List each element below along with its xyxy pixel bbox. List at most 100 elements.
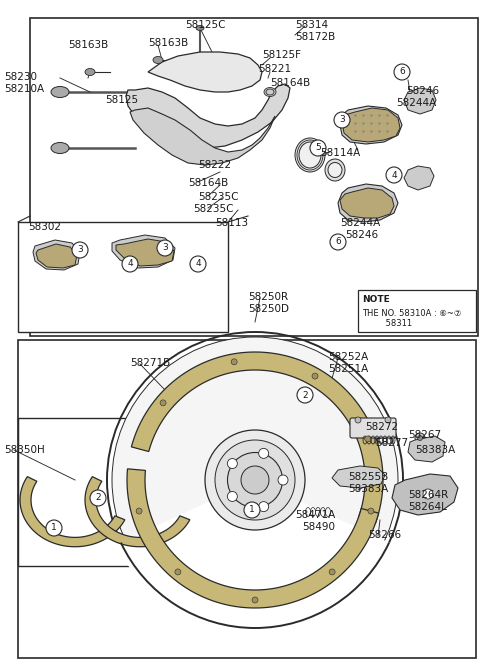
Circle shape: [122, 256, 138, 272]
Circle shape: [368, 508, 374, 514]
Text: 58251A: 58251A: [328, 364, 368, 374]
Bar: [358, 290, 476, 332]
Polygon shape: [132, 352, 383, 523]
Polygon shape: [33, 240, 80, 270]
Text: 58471A: 58471A: [295, 510, 335, 520]
Text: 1: 1: [249, 505, 255, 515]
Circle shape: [365, 436, 371, 442]
Circle shape: [415, 433, 425, 443]
Ellipse shape: [228, 452, 283, 507]
Text: 58163B: 58163B: [148, 38, 188, 48]
Ellipse shape: [205, 430, 305, 530]
Text: 3: 3: [339, 116, 345, 124]
Text: 58125F: 58125F: [262, 50, 301, 60]
Circle shape: [329, 569, 335, 575]
Circle shape: [231, 359, 237, 365]
Ellipse shape: [264, 87, 276, 97]
Circle shape: [312, 373, 318, 379]
Polygon shape: [20, 476, 125, 547]
Polygon shape: [392, 474, 458, 515]
Circle shape: [297, 387, 313, 403]
Ellipse shape: [328, 163, 342, 177]
Text: 58311: 58311: [362, 319, 412, 329]
Text: 58164B: 58164B: [270, 78, 310, 88]
Circle shape: [334, 112, 350, 128]
Ellipse shape: [295, 138, 325, 172]
Text: 58314: 58314: [295, 20, 328, 30]
Polygon shape: [126, 84, 290, 148]
Polygon shape: [340, 106, 402, 144]
Text: 58277: 58277: [375, 438, 408, 448]
Ellipse shape: [266, 89, 274, 95]
Text: 58163B: 58163B: [68, 40, 108, 50]
Circle shape: [386, 167, 402, 183]
Text: 58266: 58266: [368, 530, 401, 540]
Circle shape: [310, 140, 326, 156]
Text: 1: 1: [51, 523, 57, 532]
Text: 3: 3: [77, 245, 83, 255]
Text: 6: 6: [335, 237, 341, 247]
Text: 58221: 58221: [258, 64, 291, 74]
Text: 58246: 58246: [406, 86, 439, 96]
Text: 58125C: 58125C: [185, 20, 226, 30]
Ellipse shape: [325, 159, 345, 181]
Polygon shape: [112, 235, 175, 268]
Circle shape: [228, 491, 237, 501]
Text: 58252A: 58252A: [328, 352, 368, 362]
FancyBboxPatch shape: [350, 418, 396, 438]
Wedge shape: [116, 480, 394, 633]
Text: 58383A: 58383A: [415, 445, 455, 455]
Text: 58383A: 58383A: [348, 484, 388, 494]
Circle shape: [228, 458, 237, 468]
Text: 58210A: 58210A: [4, 84, 44, 94]
Text: 58172B: 58172B: [295, 32, 335, 42]
Text: 58264R: 58264R: [408, 490, 448, 500]
Polygon shape: [148, 52, 262, 92]
Circle shape: [136, 508, 142, 514]
Circle shape: [330, 234, 346, 250]
Text: 58264L: 58264L: [408, 502, 447, 512]
Circle shape: [418, 435, 422, 441]
Ellipse shape: [51, 142, 69, 153]
Circle shape: [157, 240, 173, 256]
Text: 58230: 58230: [4, 72, 37, 82]
Polygon shape: [340, 188, 394, 218]
Polygon shape: [116, 239, 174, 266]
Text: 4: 4: [127, 259, 133, 269]
Circle shape: [190, 256, 206, 272]
Polygon shape: [332, 466, 385, 488]
Circle shape: [394, 64, 410, 80]
Polygon shape: [404, 88, 436, 114]
Polygon shape: [408, 436, 445, 462]
Ellipse shape: [51, 87, 69, 97]
Ellipse shape: [153, 56, 163, 63]
Text: THE NO. 58310A : ⑥~⑦: THE NO. 58310A : ⑥~⑦: [362, 310, 461, 319]
Polygon shape: [36, 244, 77, 268]
Circle shape: [278, 475, 288, 485]
Text: 58235C: 58235C: [198, 192, 239, 202]
Circle shape: [175, 569, 181, 575]
Ellipse shape: [299, 142, 321, 168]
Text: 58222: 58222: [198, 160, 231, 170]
Circle shape: [259, 501, 269, 511]
Text: 58302: 58302: [28, 222, 61, 232]
Polygon shape: [130, 108, 275, 165]
Text: 58235C: 58235C: [193, 204, 233, 214]
Text: 58125: 58125: [105, 95, 138, 105]
Text: 58113: 58113: [215, 218, 248, 228]
Text: 5: 5: [315, 144, 321, 153]
Text: 58250D: 58250D: [248, 304, 289, 314]
Ellipse shape: [196, 26, 204, 30]
Circle shape: [72, 242, 88, 258]
Bar: [18, 222, 228, 332]
Circle shape: [160, 400, 166, 406]
Circle shape: [90, 490, 106, 506]
Text: 4: 4: [391, 171, 397, 179]
Text: 58250R: 58250R: [248, 292, 288, 302]
Text: 58350H: 58350H: [4, 445, 45, 455]
Circle shape: [355, 417, 361, 423]
Bar: [30, 18, 478, 336]
Text: 58267: 58267: [408, 430, 441, 440]
Circle shape: [252, 597, 258, 603]
Text: 58164B: 58164B: [188, 178, 228, 188]
